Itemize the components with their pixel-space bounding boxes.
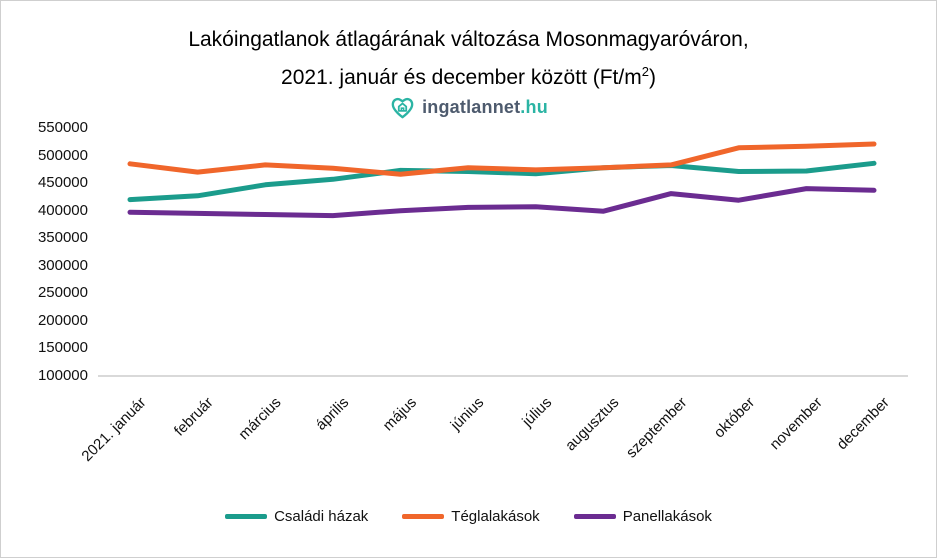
legend-label: Téglalakások [451, 508, 540, 525]
legend-item-panellak-sok: Panellakások [573, 508, 712, 525]
y-tick-label: 200000 [37, 311, 88, 329]
logo-text-main: ingatlannet [422, 97, 521, 117]
legend-swatch [225, 514, 268, 519]
y-tick-label: 450000 [37, 174, 88, 192]
y-tick-label: 400000 [37, 201, 88, 219]
chart-title-line2: 2021. január és december között (Ft/m2) [281, 64, 656, 89]
legend-label: Panellakások [622, 508, 712, 525]
chart-legend: Családi házak Téglalakások Panellakások [0, 508, 937, 525]
legend-swatch [573, 514, 616, 519]
series-line-panellak-sok [127, 186, 877, 219]
y-tick-label: 300000 [37, 256, 88, 274]
legend-label: Családi házak [274, 508, 369, 525]
logo-text-tld: .hu [520, 97, 548, 117]
heart-house-icon [391, 97, 414, 119]
y-tick-label: 500000 [37, 146, 88, 164]
superscript-2: 2 [641, 64, 649, 79]
logo-text: ingatlannet.hu [422, 97, 548, 118]
chart-title-line1: Lakóingatlanok átlagárának változása Mos… [188, 28, 749, 51]
y-tick-label: 550000 [37, 119, 88, 136]
y-tick-label: 150000 [37, 339, 88, 357]
legend-swatch [402, 514, 445, 519]
legend-item-t-glalak-sok: Téglalakások [402, 508, 540, 525]
legend-item-csal-di-h-zak: Családi házak [225, 508, 368, 525]
y-tick-label: 350000 [37, 229, 88, 247]
chart-title: Lakóingatlanok átlagárának változása Mos… [0, 24, 937, 94]
y-tick-label: 100000 [37, 367, 88, 384]
series-line-csal-di-h-zak [127, 160, 877, 203]
y-tick-label: 250000 [37, 284, 88, 302]
series-line-t-glalak-sok [127, 141, 877, 177]
ingatlannet-logo: ingatlannet.hu [0, 94, 937, 121]
